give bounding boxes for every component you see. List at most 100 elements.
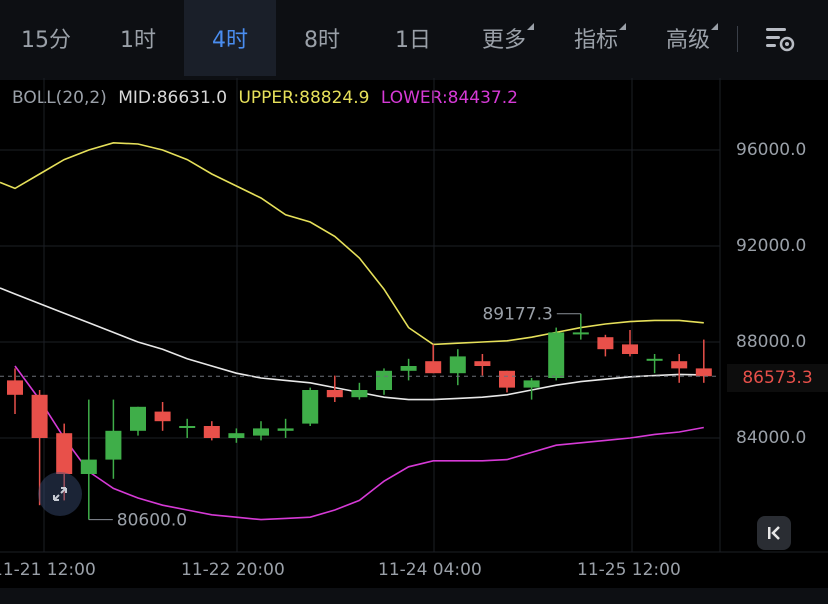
tab-label: 指标 xyxy=(573,28,618,53)
candle-body xyxy=(253,428,269,436)
chart-settings-button[interactable] xyxy=(760,24,800,54)
boll-legend: BOLL(20,2) MID:86631.0 UPPER:88824.9 LOW… xyxy=(12,88,524,108)
price-tick: 88000.0 xyxy=(736,332,807,352)
candle-body xyxy=(572,332,589,335)
candle-body xyxy=(31,394,48,438)
candle xyxy=(449,349,466,386)
candle xyxy=(671,354,688,383)
candle xyxy=(31,390,48,506)
tab-label: 高级 xyxy=(665,28,710,53)
tab-label: 15分 xyxy=(21,28,71,53)
candle xyxy=(376,368,392,395)
candle xyxy=(253,421,269,441)
price-tick: 92000.0 xyxy=(736,236,807,256)
tab-4h[interactable]: 4时 xyxy=(184,0,276,76)
candle-body xyxy=(523,380,540,388)
dropdown-triangle-icon xyxy=(619,23,626,30)
candle-body xyxy=(130,406,146,431)
tab-1d[interactable]: 1日 xyxy=(368,0,458,76)
chart-grid xyxy=(0,78,828,553)
tab-1h[interactable]: 1时 xyxy=(92,0,184,76)
candle xyxy=(572,313,589,340)
candle-body xyxy=(56,433,73,474)
collapse-left-icon xyxy=(768,526,780,540)
candle-body xyxy=(326,390,343,398)
tab-label: 8时 xyxy=(304,28,340,53)
boll-upper: UPPER:88824.9 xyxy=(238,88,370,108)
toolbar-divider xyxy=(737,26,738,52)
candle-body xyxy=(548,332,565,378)
candle-body xyxy=(400,366,417,371)
time-tick: 11-24 04:00 xyxy=(378,560,482,580)
candle xyxy=(499,370,515,393)
dropdown-triangle-icon xyxy=(527,23,534,30)
candle-body xyxy=(425,361,442,374)
candle xyxy=(7,368,23,414)
candle-body xyxy=(376,370,392,390)
candle-body xyxy=(499,370,515,388)
boll-mid-line xyxy=(0,287,704,401)
current-price-value: 86573.3 xyxy=(742,368,813,388)
candle xyxy=(130,406,146,436)
candle xyxy=(203,421,220,441)
boll-lower-line xyxy=(14,365,704,521)
boll-bands xyxy=(0,141,704,521)
candle-body xyxy=(351,390,368,398)
candle xyxy=(400,358,417,381)
tab-indicators[interactable]: 指标 xyxy=(556,0,636,76)
candle-body xyxy=(228,433,245,438)
candle xyxy=(302,387,319,426)
candle-body xyxy=(105,430,122,460)
candle-body xyxy=(695,368,712,377)
chart-annotations: 89177.3 80600.0 xyxy=(0,305,720,531)
price-tick: 96000.0 xyxy=(736,140,807,160)
expand-arrows-icon xyxy=(53,487,67,501)
time-tick: 11-21 12:00 xyxy=(0,560,96,580)
candle-body xyxy=(80,459,97,474)
tab-8h[interactable]: 8时 xyxy=(276,0,368,76)
boll-name: BOLL(20,2) xyxy=(12,88,107,108)
candle-body xyxy=(203,426,220,438)
time-tick: 11-22 20:00 xyxy=(181,560,285,580)
candle xyxy=(523,378,540,400)
candle-body xyxy=(597,337,614,350)
dropdown-triangle-icon xyxy=(711,23,718,30)
tab-more[interactable]: 更多 xyxy=(464,0,544,76)
expand-chart-button[interactable] xyxy=(38,472,82,516)
candle-body xyxy=(7,380,23,395)
candle xyxy=(80,399,97,520)
candle xyxy=(548,327,565,381)
candle xyxy=(695,339,712,383)
candle xyxy=(597,334,614,357)
candle xyxy=(277,418,294,438)
candle xyxy=(474,354,491,376)
tab-15min[interactable]: 15分 xyxy=(0,0,92,76)
candle-body xyxy=(302,390,319,424)
candle xyxy=(154,402,171,431)
boll-upper-line xyxy=(0,141,704,346)
candle-body xyxy=(622,344,638,354)
tab-advanced[interactable]: 高级 xyxy=(648,0,728,76)
chart-settings-icon xyxy=(766,28,795,52)
candle xyxy=(179,418,196,438)
boll-mid: MID:86631.0 xyxy=(118,88,228,108)
tab-label: 1时 xyxy=(120,28,156,53)
candle-body xyxy=(154,411,171,422)
bottom-indicator-strip xyxy=(0,588,828,604)
current-price-tag: 86573.3 xyxy=(727,364,828,392)
price-tick: 84000.0 xyxy=(736,428,807,448)
candle-body xyxy=(671,361,688,369)
candle xyxy=(351,382,368,400)
candles xyxy=(7,313,712,520)
tab-label: 4时 xyxy=(212,28,248,53)
candle xyxy=(326,375,343,402)
candle-body xyxy=(474,361,491,366)
candle-body xyxy=(449,356,466,374)
tab-label: 1日 xyxy=(395,28,431,53)
candle-body xyxy=(277,428,294,431)
time-tick: 11-25 12:00 xyxy=(577,560,681,580)
candle xyxy=(425,344,442,374)
low-price-label: 80600.0 xyxy=(117,511,187,531)
collapse-panel-button[interactable] xyxy=(757,516,791,550)
